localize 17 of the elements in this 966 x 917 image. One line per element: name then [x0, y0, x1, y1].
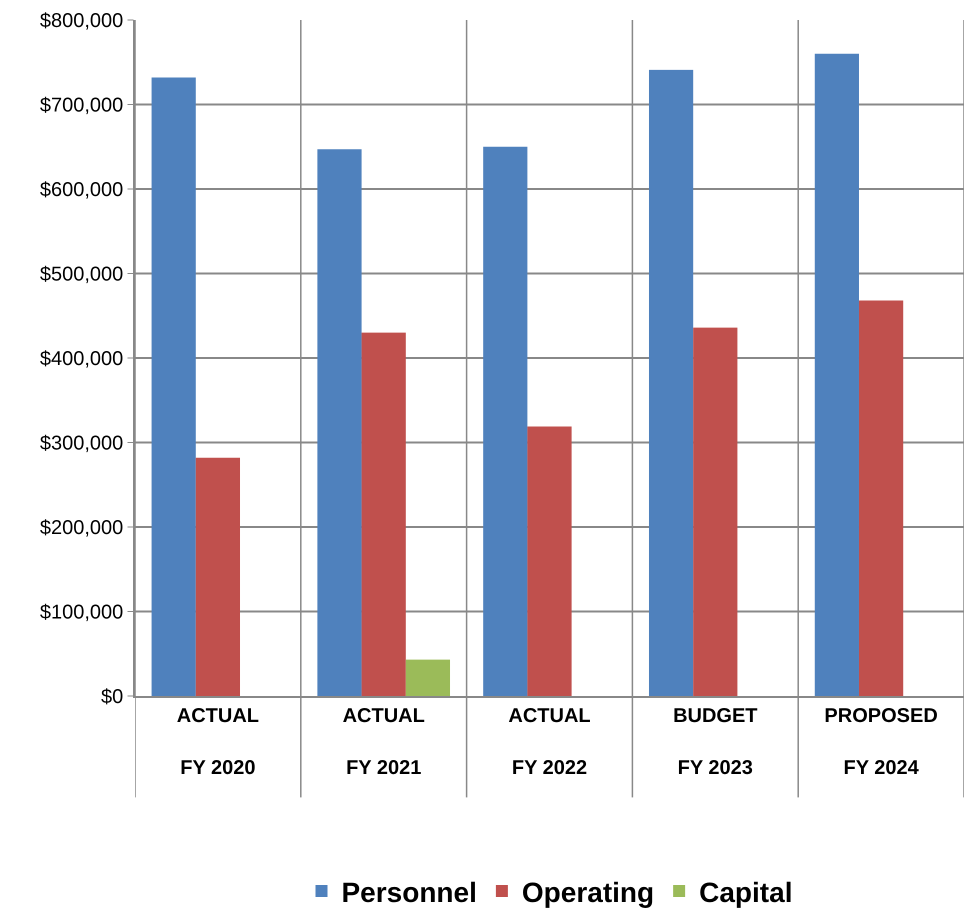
- category-label: ACTUAL FY 2022: [508, 704, 591, 779]
- y-tick-label: $600,000: [40, 179, 124, 201]
- y-tick-label: $0: [101, 686, 124, 708]
- legend-label: Personnel: [342, 876, 477, 908]
- category-label: PROPOSED FY 2024: [824, 704, 938, 779]
- legend-label: Capital: [699, 876, 792, 908]
- y-tick-label: $700,000: [40, 94, 124, 116]
- category-label: ACTUAL FY 2020: [176, 704, 260, 779]
- y-tick-label: $100,000: [40, 602, 124, 624]
- legend-label: Operating: [522, 876, 654, 908]
- y-tick-label: $500,000: [40, 264, 124, 286]
- y-tick-label: $200,000: [40, 517, 124, 539]
- y-tick-label: $300,000: [40, 432, 124, 454]
- category-label: BUDGET FY 2023: [673, 704, 758, 779]
- y-tick-label: $800,000: [40, 10, 124, 32]
- y-tick-label: $400,000: [40, 348, 124, 370]
- category-label: ACTUAL FY 2021: [342, 704, 425, 779]
